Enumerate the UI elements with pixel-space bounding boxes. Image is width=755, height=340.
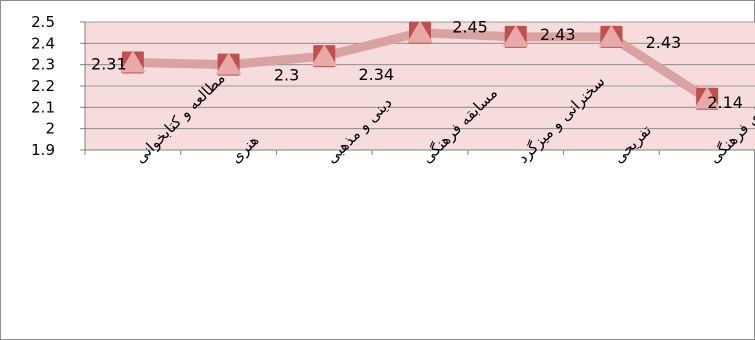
- triangle-marker: [694, 86, 721, 109]
- y-tick-label: 1.9: [31, 141, 55, 159]
- triangle-marker: [215, 52, 242, 75]
- data-labels: 2.31 2.3 2.34 2.45 2.43 2.43 2.14: [91, 18, 743, 112]
- y-tick-label: 2.3: [31, 56, 55, 74]
- data-label: 2.31: [91, 55, 127, 74]
- y-tick-label: 2: [45, 120, 55, 138]
- data-point-marker: [502, 24, 529, 48]
- data-label: 2.14: [707, 93, 743, 112]
- data-label: 2.43: [646, 33, 682, 52]
- data-point-marker: [215, 52, 242, 76]
- triangle-marker: [407, 20, 433, 43]
- y-tick-label: 2.1: [31, 98, 55, 116]
- triangle-marker: [311, 44, 338, 67]
- axes: [84, 22, 755, 155]
- data-label: 2.34: [358, 65, 394, 84]
- y-tick-label: 2.5: [31, 13, 55, 31]
- triangle-marker: [598, 24, 625, 47]
- series-markers: [119, 20, 721, 110]
- data-point-marker: [598, 24, 625, 48]
- triangle-marker: [502, 24, 529, 47]
- data-point-marker: [694, 86, 721, 110]
- data-label: 2.45: [452, 18, 488, 37]
- triangle-marker: [119, 50, 146, 73]
- data-point-marker: [119, 50, 146, 74]
- data-label: 2.43: [540, 25, 576, 44]
- data-point-marker: [407, 20, 433, 44]
- data-point-marker: [311, 44, 338, 68]
- data-label: 2.3: [274, 66, 299, 85]
- y-tick-label: 2.2: [31, 77, 55, 95]
- y-tick-label: 2.4: [31, 34, 55, 52]
- y-axis-tick-labels: 2.5 2.4 2.3 2.2 2.1 2 1.9: [31, 13, 55, 159]
